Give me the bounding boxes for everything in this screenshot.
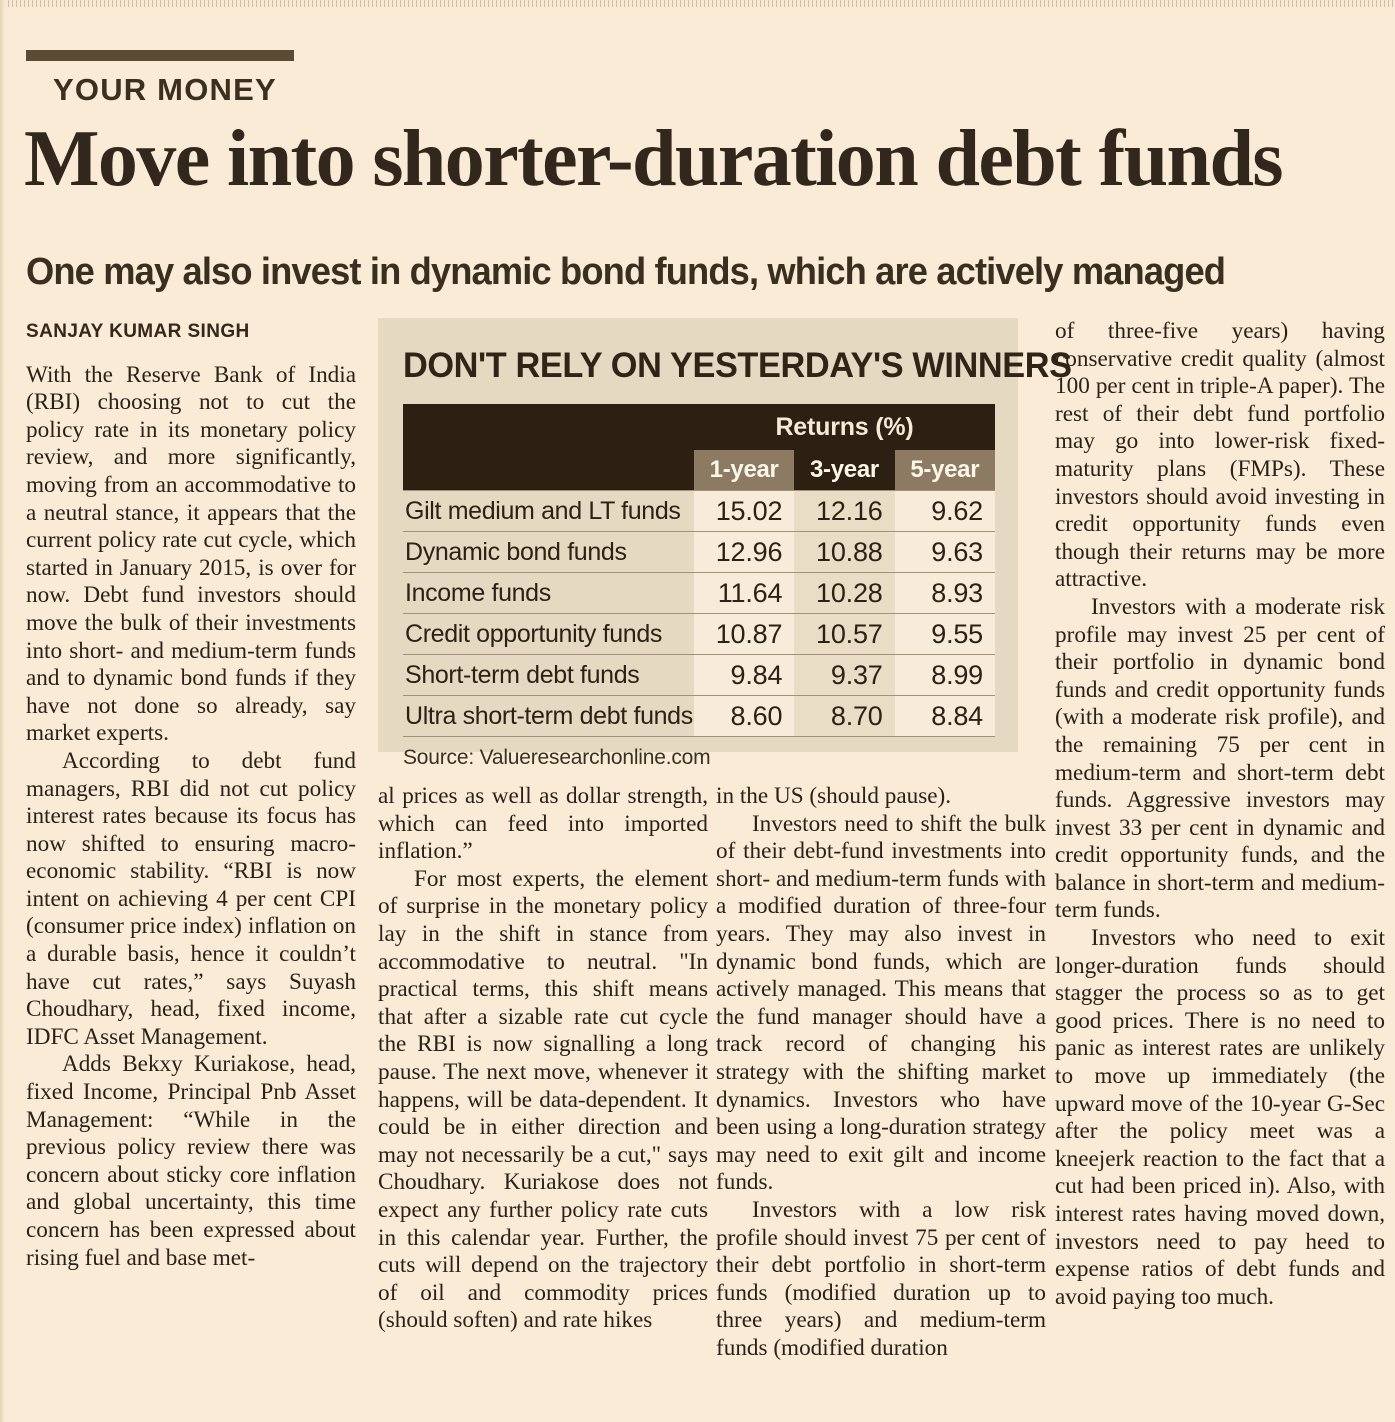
cell-3-year: 9.37 <box>794 654 895 696</box>
cell-3-year: 10.57 <box>794 613 895 655</box>
row-label: Gilt medium and LT funds <box>403 490 694 532</box>
table-row: Credit opportunity funds 10.87 10.57 9.5… <box>403 613 995 655</box>
cell-1-year: 8.60 <box>693 695 795 737</box>
page-title: Move into shorter-duration debt funds <box>24 115 1283 203</box>
section-kicker: YOUR MONEY <box>53 72 277 107</box>
cell-5-year: 9.62 <box>894 490 995 532</box>
paragraph: in the US (should pause). <box>716 783 952 809</box>
cell-5-year: 8.93 <box>894 572 995 614</box>
table-row: Gilt medium and LT funds 15.02 12.16 9.6… <box>403 490 995 532</box>
cell-3-year: 10.88 <box>794 531 895 573</box>
cell-5-year: 8.99 <box>894 654 995 696</box>
paragraph: With the Reserve Bank of India (RBI) cho… <box>26 361 356 747</box>
table-header-row: 1-year 3-year 5-year <box>403 450 995 491</box>
paragraph: al prices as well as dollar strength, wh… <box>378 783 708 865</box>
paragraph: According to debt fund managers, RBI did… <box>26 747 356 1050</box>
chart-source: Source: Valueresearchonline.com <box>403 746 711 769</box>
paragraph: Investors who need to exit longer-durati… <box>1055 925 1385 1310</box>
page-edge-texture <box>0 0 1395 7</box>
article-column-2: al prices as well as dollar strength, wh… <box>378 783 708 1335</box>
article-column-3: in the US (should pause). Investors need… <box>716 783 1046 1362</box>
row-label: Short-term debt funds <box>403 654 694 696</box>
table-row: Dynamic bond funds 12.96 10.88 9.63 <box>403 531 995 573</box>
chart-title: DON'T RELY ON YESTERDAY'S WINNERS <box>403 346 1072 385</box>
article-subhead: One may also invest in dynamic bond fund… <box>26 251 1226 294</box>
table-body: Gilt medium and LT funds 15.02 12.16 9.6… <box>403 490 995 737</box>
cell-1-year: 9.84 <box>693 654 795 696</box>
cell-3-year: 12.16 <box>794 490 895 532</box>
byline: SANJAY KUMAR SINGH <box>26 321 250 342</box>
infographic-panel: DON'T RELY ON YESTERDAY'S WINNERS Return… <box>378 318 1072 769</box>
row-label: Dynamic bond funds <box>403 531 694 573</box>
table-head: Returns (%) 1-year 3-year 5-year <box>403 404 995 491</box>
paragraph: Adds Bekxy Kuriakose, head, fixed Income… <box>26 1051 356 1271</box>
page-edge-left <box>0 0 5 1422</box>
table-row: Ultra short-term debt funds 8.60 8.70 8.… <box>403 695 995 737</box>
returns-table: Returns (%) 1-year 3-year 5-year Gilt me… <box>403 404 995 737</box>
kicker-rule <box>26 50 294 61</box>
paragraph: Investors with a moderate risk profile m… <box>1055 593 1385 924</box>
table-row: Income funds 11.64 10.28 8.93 <box>403 572 995 614</box>
paragraph: Investors with a low risk profile should… <box>716 1196 1046 1361</box>
cell-3-year: 8.70 <box>794 695 895 737</box>
column-header-3-year: 3-year <box>794 450 895 491</box>
column-header-5-year: 5-year <box>894 450 995 491</box>
cell-1-year: 12.96 <box>693 531 795 573</box>
article-content: YOUR MONEY Move into shorter-duration de… <box>24 0 1385 1422</box>
cell-1-year: 10.87 <box>693 613 795 655</box>
article-column-4: of three-five years) having conservative… <box>1055 318 1385 1311</box>
cell-5-year: 8.84 <box>894 695 995 737</box>
returns-group-header: Returns (%) <box>693 404 995 450</box>
row-label: Credit opportunity funds <box>403 613 694 655</box>
article-column-1: SANJAY KUMAR SINGH With the Reserve Bank… <box>26 318 356 1272</box>
table-header-group-row: Returns (%) <box>403 404 995 491</box>
table-corner-cell <box>403 404 694 491</box>
row-label: Ultra short-term debt funds <box>403 695 694 737</box>
cell-1-year: 11.64 <box>693 572 795 614</box>
cell-5-year: 9.63 <box>894 531 995 573</box>
paragraph: Investors need to shift the bulk of thei… <box>716 810 1046 1196</box>
column-header-1-year: 1-year <box>693 450 795 491</box>
paragraph: of three-five years) having conservative… <box>1055 318 1385 593</box>
cell-3-year: 10.28 <box>794 572 895 614</box>
table-row: Short-term debt funds 9.84 9.37 8.99 <box>403 654 995 696</box>
paragraph: For most experts, the element of surpris… <box>378 865 708 1334</box>
article-columns: SANJAY KUMAR SINGH With the Reserve Bank… <box>26 318 1385 1422</box>
cell-1-year: 15.02 <box>693 490 795 532</box>
cell-5-year: 9.55 <box>894 613 995 655</box>
row-label: Income funds <box>403 572 694 614</box>
